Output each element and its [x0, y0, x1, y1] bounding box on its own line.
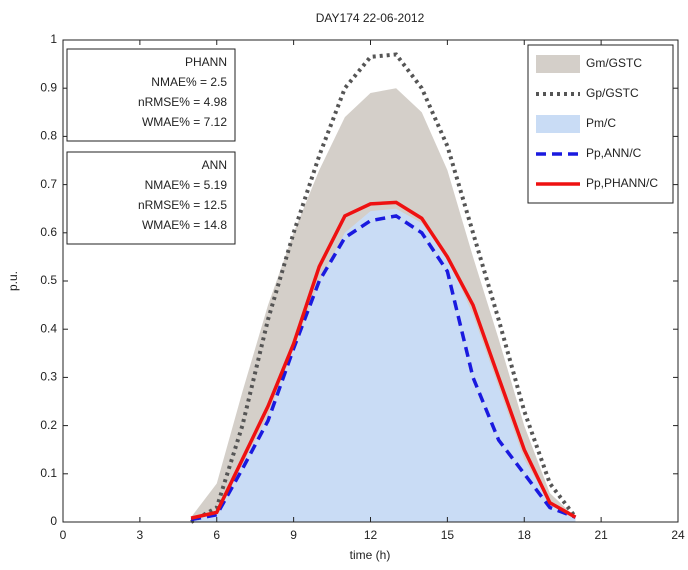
annotation-box: ANN NMAE% = 5.19 nRMSE% = 12.5 WMAE% = 14.8	[66, 151, 236, 245]
line	[190, 214, 577, 522]
y-tick-label: 0.9	[40, 80, 57, 94]
x-tick-label: 6	[213, 528, 220, 542]
y-tick-label: 0.1	[40, 466, 57, 480]
chart-title: DAY174 22-06-2012	[316, 11, 425, 25]
legend-label: Pp,PHANN/C	[586, 176, 658, 190]
x-tick-label: 9	[290, 528, 297, 542]
y-tick-label: 0.6	[40, 225, 57, 239]
y-tick-label: 0.4	[40, 321, 57, 335]
legend-swatch	[536, 55, 580, 73]
y-tick-label: 0.3	[40, 370, 57, 384]
y-tick-label: 0	[50, 514, 57, 528]
legend: Gm/GSTC Gp/GSTC Pm/C Pp,ANN/C Pp,PHANN/C	[527, 44, 674, 204]
annotation-line: NMAE% = 2.5	[151, 75, 227, 89]
y-tick-label: 0.8	[40, 129, 57, 143]
y-axis-label: p.u.	[6, 271, 20, 291]
annotation-box: PHANN NMAE% = 2.5 nRMSE% = 4.98 WMAE% = 7.1…	[66, 48, 236, 142]
y-tick-label: 0.2	[40, 418, 57, 432]
x-tick-label: 18	[518, 528, 532, 542]
area	[191, 208, 576, 522]
y-tick-label: 1	[50, 32, 57, 46]
legend-label: Gp/GSTC	[586, 86, 639, 100]
annotation-line: nRMSE% = 4.98	[138, 95, 227, 109]
line	[190, 200, 577, 520]
legend-swatch	[536, 115, 580, 133]
x-tick-label: 15	[441, 528, 455, 542]
y-tick-label: 0.7	[40, 177, 57, 191]
annotation-line: WMAE% = 14.8	[142, 218, 227, 232]
line	[190, 52, 578, 524]
x-tick-label: 3	[137, 528, 144, 542]
annotation-frame	[66, 151, 236, 245]
x-axis-label: time (h)	[350, 548, 391, 562]
x-tick-label: 0	[60, 528, 67, 542]
x-tick-label: 12	[364, 528, 378, 542]
annotation-title: ANN	[202, 158, 227, 172]
legend-label: Pp,ANN/C	[586, 146, 642, 160]
annotation-line: NMAE% = 5.19	[145, 178, 228, 192]
annotation-frame	[66, 48, 236, 142]
x-tick-label: 21	[594, 528, 608, 542]
legend-label: Pm/C	[586, 116, 616, 130]
y-tick-label: 0.5	[40, 273, 57, 287]
annotation-line: WMAE% = 7.12	[142, 115, 227, 129]
annotation-line: nRMSE% = 12.5	[138, 198, 227, 212]
legend-label: Gm/GSTC	[586, 56, 642, 70]
x-tick-label: 24	[671, 528, 685, 542]
annotation-title: PHANN	[185, 55, 227, 69]
